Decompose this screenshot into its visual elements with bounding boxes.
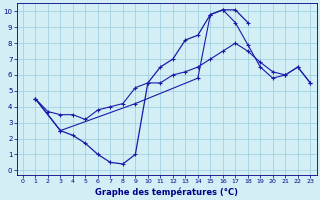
X-axis label: Graphe des températures (°C): Graphe des températures (°C) [95,187,238,197]
